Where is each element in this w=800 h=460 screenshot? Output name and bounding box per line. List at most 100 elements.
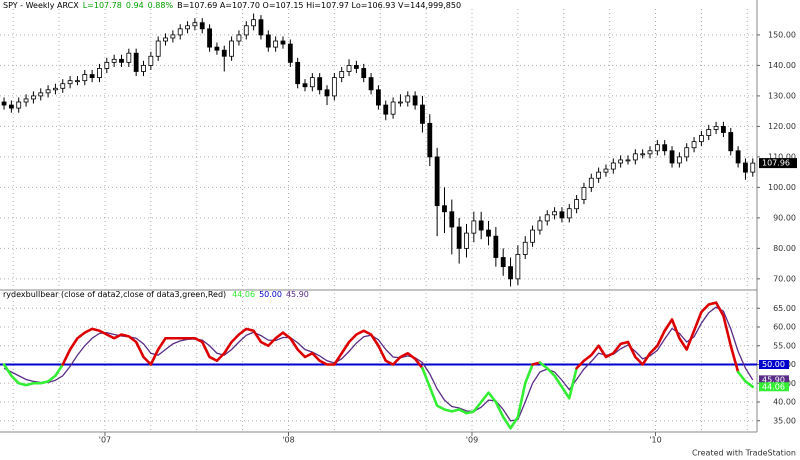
main-line (421, 363, 534, 430)
candle-body (141, 65, 146, 72)
candle-body (1, 101, 7, 106)
candle-body (625, 159, 631, 162)
candle-body (500, 257, 506, 268)
candle-body (559, 211, 565, 219)
candle-body (67, 80, 73, 85)
header-part: B=107.69 A=107.70 O=107.15 Hi=107.97 Lo=… (177, 1, 461, 10)
candle-body (287, 43, 293, 63)
y-tick-label: 65.00 (773, 304, 796, 313)
candle-body (640, 153, 646, 156)
candle-body (596, 171, 602, 179)
candle-body (192, 22, 198, 27)
price-tag-label: 107.96 (762, 159, 790, 168)
candle-body (309, 77, 315, 88)
candle-body (104, 61, 110, 69)
candle-body (581, 186, 587, 200)
candle-body (449, 211, 455, 228)
candle-body (442, 205, 447, 213)
header-part: 0.88% (148, 1, 174, 10)
candle-body (317, 77, 323, 91)
candle-body (38, 92, 44, 97)
candle-body (126, 52, 132, 63)
y-tick-label: 150.00 (768, 30, 796, 39)
candle-body (82, 74, 88, 82)
candle-body (684, 147, 690, 158)
header-part: 0.94 (126, 1, 144, 10)
candle-body (574, 199, 580, 210)
candle-body (368, 77, 374, 91)
candle-body (552, 211, 557, 216)
candle-body (676, 156, 682, 164)
y-tick-label: 55.00 (773, 341, 796, 350)
candle-body (258, 19, 264, 36)
price-tag (759, 158, 797, 169)
legend-value: 50.00 (259, 290, 282, 299)
candle-body (434, 156, 440, 207)
candle-body (133, 52, 139, 72)
candle-body (23, 98, 29, 103)
candle-body (420, 104, 425, 124)
main-line (575, 301, 740, 374)
value-tag (759, 360, 789, 369)
y-tick-label: 40.00 (773, 398, 796, 407)
candle-body (464, 232, 469, 249)
candle-body (236, 34, 242, 42)
candle-body (522, 241, 528, 255)
y-tick-label: 80.00 (773, 244, 796, 253)
y-tick-label: 130.00 (768, 91, 796, 100)
y-tick-label: 60.00 (773, 323, 796, 332)
candle-body (199, 22, 205, 30)
candle-body (243, 25, 249, 36)
candle-body (544, 214, 550, 222)
candle-body (155, 40, 161, 57)
candle-body (280, 40, 286, 45)
candle-body (427, 122, 433, 158)
header-part: SPY - Weekly ARCX (3, 1, 79, 10)
candle-body (53, 87, 58, 91)
candle-body (60, 83, 66, 89)
value-tag (759, 382, 789, 392)
candle-body (251, 19, 257, 27)
candle-body (185, 25, 190, 30)
value-tag (759, 375, 789, 385)
candle-body (537, 220, 543, 231)
candle-body (390, 101, 396, 115)
candle-body (331, 77, 337, 97)
header-part: L=107.78 (83, 1, 122, 10)
candle-body (493, 235, 499, 258)
main-line (736, 370, 755, 389)
candle-body (302, 83, 308, 88)
candle-body (97, 68, 102, 79)
candle-body (405, 95, 411, 103)
candle-body (713, 125, 719, 130)
candle-body (669, 150, 675, 164)
x-tick-label: '08 (282, 436, 294, 445)
candle-body (16, 101, 22, 109)
value-tag-label: 50.00 (762, 360, 785, 369)
candle-body (728, 132, 734, 152)
candle-body (618, 159, 624, 164)
candle-body (610, 162, 616, 170)
x-tick-label: '09 (466, 436, 478, 445)
candle-body (383, 104, 389, 115)
candle-body (706, 129, 712, 136)
candle-body (45, 89, 51, 94)
candle-body (295, 61, 301, 85)
candle-body (177, 28, 183, 36)
candle-body (530, 229, 535, 243)
x-tick-label: '07 (99, 436, 111, 445)
candle-body (632, 153, 638, 161)
legend-value: 45.90 (286, 290, 309, 299)
y-tick-label: 100.00 (768, 183, 796, 192)
y-tick-label: 140.00 (768, 61, 796, 70)
candle-body (361, 68, 367, 79)
candle-body (647, 150, 653, 155)
candle-body (654, 144, 660, 152)
candle-body (691, 141, 697, 149)
x-tick-label: '10 (649, 436, 661, 445)
candle-body (588, 177, 594, 188)
candle-body (214, 46, 220, 51)
candle-body (8, 104, 14, 109)
value-tag-label: 44.06 (762, 382, 785, 391)
candle-body (111, 58, 117, 63)
